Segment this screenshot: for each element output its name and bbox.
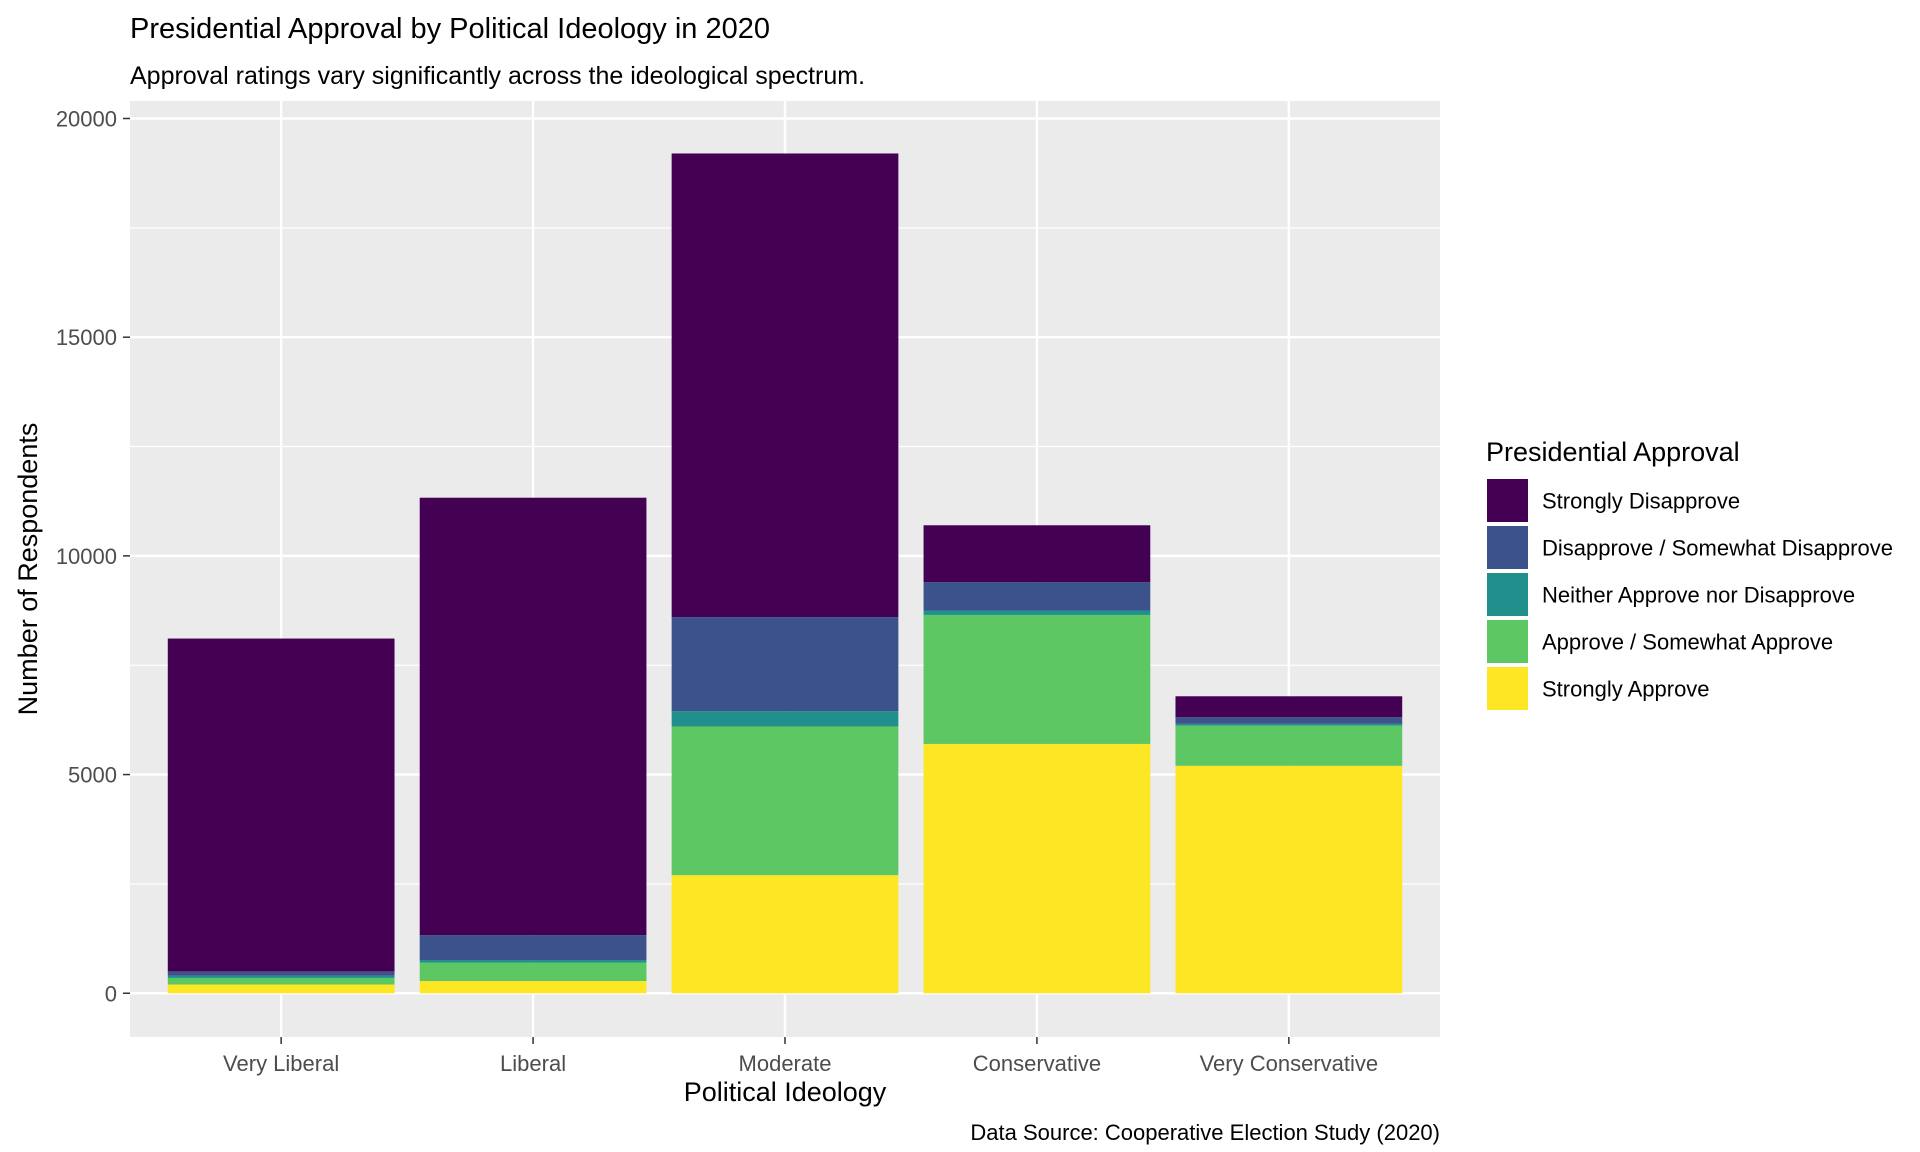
legend-key xyxy=(1485,524,1530,571)
chart-subtitle: Approval ratings vary significantly acro… xyxy=(130,62,865,90)
y-tick-label: 15000 xyxy=(56,325,117,350)
bar-segment-strongly-approve xyxy=(1175,765,1403,994)
y-tick-label: 0 xyxy=(105,981,117,1006)
y-axis-title: Number of Respondents xyxy=(13,423,43,716)
bar-segment-strongly-approve xyxy=(419,981,647,994)
bar-segment-neither-approve-nor-disapprove xyxy=(671,711,899,727)
x-tick-label: Very Liberal xyxy=(223,1051,339,1076)
legend-label: Approve / Somewhat Approve xyxy=(1542,630,1833,655)
legend: Presidential Approval Strongly Disapprov… xyxy=(1485,437,1893,712)
x-tick-label: Very Conservative xyxy=(1200,1051,1379,1076)
bar-segment-strongly-approve xyxy=(671,875,899,994)
bar-segment-neither-approve-nor-disapprove xyxy=(923,610,1151,615)
x-axis: Very Liberal Liberal Moderate Conservative V… xyxy=(223,1037,1378,1076)
bar-segment-strongly-disapprove xyxy=(1175,696,1403,718)
bar-segment-strongly-approve xyxy=(923,743,1151,994)
legend-title: Presidential Approval xyxy=(1486,437,1740,467)
bar-segment-strongly-disapprove xyxy=(167,638,395,972)
legend-key xyxy=(1485,477,1530,524)
bar-segment-approve-somewhat-approve xyxy=(167,977,395,985)
legend-key xyxy=(1485,665,1530,712)
legend-items: Strongly Disapprove Disapprove / Somewhat… xyxy=(1485,477,1893,712)
x-axis-title: Political Ideology xyxy=(684,1077,887,1107)
bar-segment-approve-somewhat-approve xyxy=(923,614,1151,744)
y-tick-label: 20000 xyxy=(56,106,117,131)
y-tick-label: 10000 xyxy=(56,544,117,569)
bar-segment-strongly-disapprove xyxy=(419,497,647,936)
bar-segment-approve-somewhat-approve xyxy=(1175,725,1403,766)
y-axis: 0 5000 10000 15000 20000 xyxy=(56,106,130,1006)
bar-segment-strongly-disapprove xyxy=(923,525,1151,583)
x-tick-label: Moderate xyxy=(739,1051,832,1076)
y-tick-label: 5000 xyxy=(68,763,117,788)
x-tick-label: Conservative xyxy=(973,1051,1101,1076)
legend-label: Strongly Disapprove xyxy=(1542,489,1740,514)
legend-label: Disapprove / Somewhat Disapprove xyxy=(1542,536,1893,561)
bar-segment-approve-somewhat-approve xyxy=(419,962,647,982)
bar-segment-neither-approve-nor-disapprove xyxy=(419,960,647,963)
chart-title: Presidential Approval by Political Ideol… xyxy=(130,13,770,45)
bar-segment-strongly-approve xyxy=(167,984,395,994)
bar-segment-disapprove-somewhat-disapprove xyxy=(419,935,647,961)
bar-segment-strongly-disapprove xyxy=(671,153,899,618)
bars xyxy=(167,153,1403,994)
bar-segment-disapprove-somewhat-disapprove xyxy=(923,582,1151,611)
plot-area xyxy=(130,101,1440,1037)
x-tick-label: Liberal xyxy=(500,1051,566,1076)
bar-segment-neither-approve-nor-disapprove xyxy=(1175,723,1403,726)
bar-segment-disapprove-somewhat-disapprove xyxy=(1175,717,1403,724)
bar-segment-approve-somewhat-approve xyxy=(671,726,899,876)
legend-label: Neither Approve nor Disapprove xyxy=(1542,583,1855,608)
legend-key xyxy=(1485,618,1530,665)
bar-segment-disapprove-somewhat-disapprove xyxy=(671,617,899,712)
bar-segment-neither-approve-nor-disapprove xyxy=(167,975,395,978)
legend-label: Strongly Approve xyxy=(1542,677,1710,702)
bar-segment-disapprove-somewhat-disapprove xyxy=(167,971,395,976)
legend-key xyxy=(1485,571,1530,618)
chart-caption: Data Source: Cooperative Election Study … xyxy=(970,1120,1440,1145)
